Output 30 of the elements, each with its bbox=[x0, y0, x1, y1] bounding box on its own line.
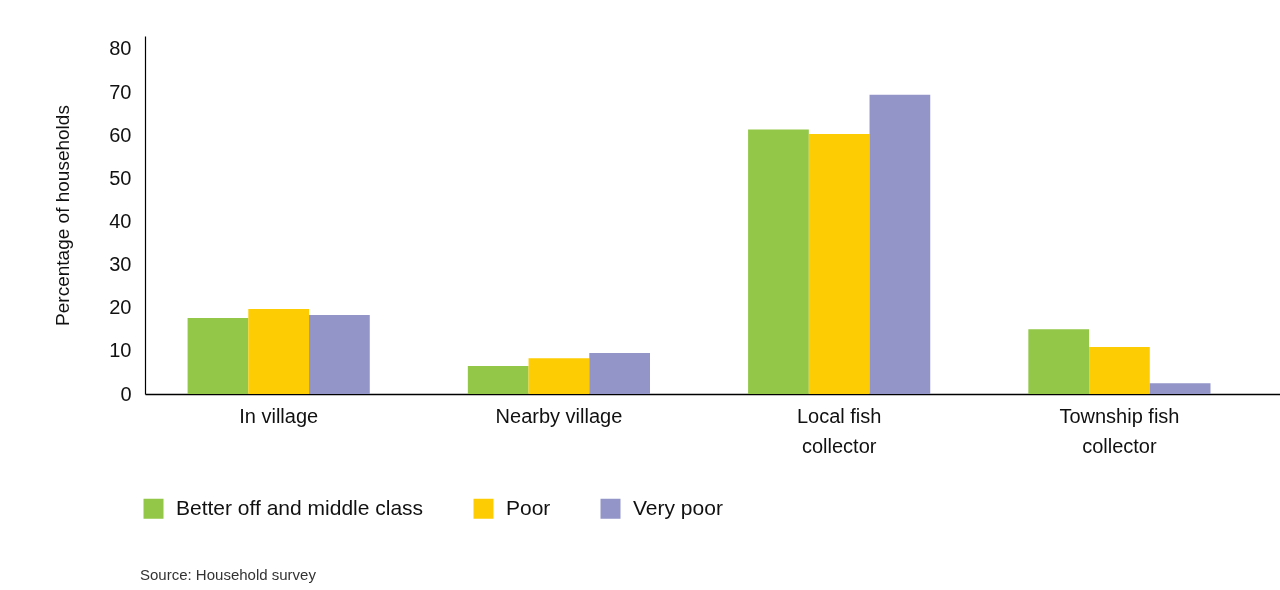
bar bbox=[869, 94, 931, 394]
y-tick-label: 0 bbox=[120, 382, 132, 405]
source-note: Source: Household survey bbox=[140, 566, 317, 583]
bar bbox=[589, 353, 650, 394]
bar bbox=[1028, 329, 1090, 394]
x-tick-label: In village bbox=[239, 404, 319, 427]
bar bbox=[808, 133, 870, 394]
bar bbox=[187, 318, 249, 394]
bar bbox=[248, 309, 310, 394]
legend-label: Very poor bbox=[633, 495, 723, 519]
bar bbox=[1089, 346, 1150, 394]
bar bbox=[748, 129, 809, 394]
y-tick-label: 60 bbox=[109, 123, 132, 146]
y-axis-title: Percentage of households bbox=[52, 105, 74, 326]
legend-label: Poor bbox=[506, 495, 551, 519]
bar bbox=[528, 358, 590, 394]
x-tick-label: Local fish collector bbox=[796, 404, 882, 457]
y-tick-label: 70 bbox=[109, 80, 132, 103]
x-tick-label: Township fish collector bbox=[1059, 404, 1180, 457]
x-tick-label: Nearby village bbox=[495, 404, 623, 427]
bar bbox=[309, 315, 370, 394]
bar bbox=[467, 365, 529, 394]
y-tick-label: 80 bbox=[109, 37, 132, 60]
y-tick-label: 20 bbox=[109, 296, 132, 319]
bar bbox=[1149, 383, 1211, 394]
y-tick-label: 10 bbox=[109, 339, 132, 362]
legend-label: Better off and middle class bbox=[176, 495, 424, 519]
y-tick-label: 40 bbox=[109, 209, 132, 232]
y-tick-label: 50 bbox=[109, 166, 132, 189]
y-tick-label: 30 bbox=[109, 253, 132, 276]
